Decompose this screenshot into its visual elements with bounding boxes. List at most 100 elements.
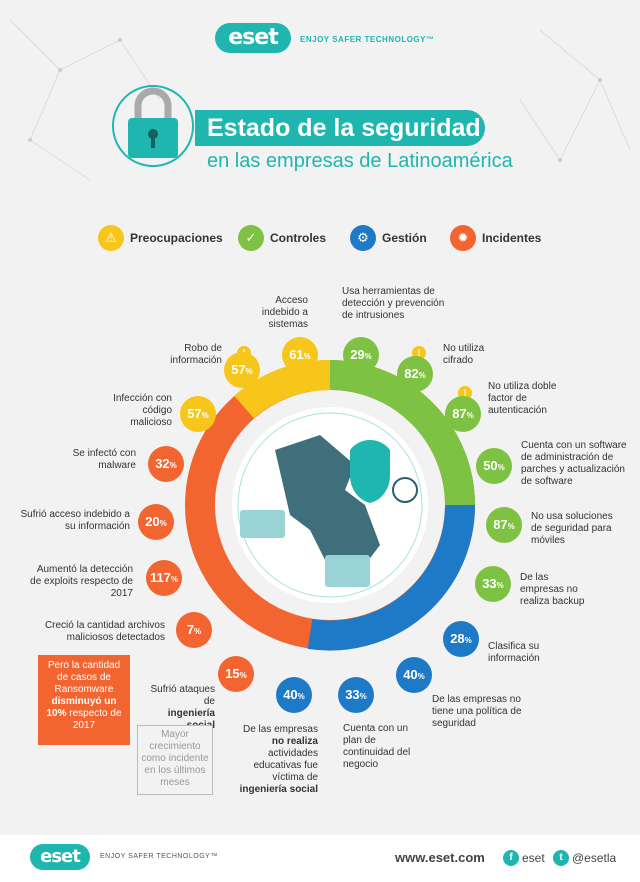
legend-gestion: ⚙ Gestión (350, 225, 427, 251)
growth-note: Mayor crecimiento como incidente en los … (137, 725, 213, 795)
facebook-link[interactable]: f eset (503, 850, 545, 866)
percent: % (464, 636, 472, 645)
facebook-icon: f (503, 850, 519, 866)
twitter-icon: t (553, 850, 569, 866)
legend-label: Controles (270, 231, 327, 245)
stat-moviles: 87% (486, 507, 522, 543)
stat-value: 50 (483, 458, 498, 473)
stat-doble: 87% (445, 396, 481, 432)
percent: % (297, 692, 305, 701)
label-exploits: Aumentó la detección de exploits respect… (30, 564, 133, 599)
percent: % (239, 671, 247, 680)
label-politica: De las empresas no tiene una política de… (432, 694, 522, 729)
stat-value: 33 (482, 576, 497, 591)
page-subtitle: en las empresas de Latinoamérica (207, 150, 513, 172)
label-infeccion: Infección con código malicioso (113, 393, 172, 428)
stat-acceso: 61% (282, 337, 318, 373)
legend-controles: ✓ Controles (238, 225, 326, 251)
label-robo: Robo de información (170, 343, 222, 366)
stat-clasifica: 28% (443, 621, 479, 657)
gear-icon: ⚙ (350, 225, 376, 251)
percent: % (364, 352, 372, 361)
ring-diagram (185, 359, 476, 651)
stat-educativas: 40% (276, 677, 312, 713)
percent: % (194, 627, 202, 636)
stat-parches: 50% (476, 448, 512, 484)
checkbox-icon: ✓ (238, 225, 264, 251)
legend-incidentes: ✹ Incidentes (450, 225, 541, 251)
percent: % (201, 411, 209, 420)
stat-value: 40 (283, 687, 298, 702)
percent: % (497, 463, 505, 472)
percent: % (159, 519, 167, 528)
legend-preocupaciones: ⚠ Preocupaciones (98, 225, 223, 251)
percent: % (170, 575, 179, 584)
stat-value: 28 (450, 631, 465, 646)
label-bold: ingeniería social (239, 784, 318, 795)
stat-infeccion: 57% (180, 396, 216, 432)
label-clasifica: Clasifica su información (488, 641, 540, 664)
label-cifrado: No utiliza cifrado (443, 343, 485, 366)
stat-politica: 40% (396, 657, 432, 693)
stat-value: 20 (145, 514, 160, 529)
stat-value: 87 (493, 517, 508, 532)
warning-icon: ⚠ (98, 225, 124, 251)
legend-label: Preocupaciones (130, 231, 223, 245)
page-title: Estado de la seguridad (195, 110, 485, 146)
legend-label: Incidentes (482, 231, 542, 245)
label-archivos: Creció la cantidad archivos maliciosos d… (44, 620, 165, 643)
stat-value: 57 (187, 406, 202, 421)
percent: % (417, 672, 425, 681)
stat-value: 40 (403, 667, 418, 682)
footer (0, 835, 640, 882)
virus-icon: ✹ (450, 225, 476, 251)
stat-ingenieria: 15% (218, 656, 254, 692)
percent: % (303, 352, 311, 361)
stat-value: 87 (452, 406, 467, 421)
label-text: De las empresas (242, 724, 318, 735)
stat-value: 82 (404, 366, 419, 381)
label-parches: Cuenta con un software de administración… (521, 440, 627, 487)
label-bold: no realiza (271, 736, 318, 747)
website-link[interactable]: www.eset.com (395, 850, 485, 865)
legend-label: Gestión (382, 231, 427, 245)
stat-cifrado: 82% (397, 356, 433, 392)
stat-value: 33 (345, 687, 360, 702)
stat-value: 117 (149, 570, 171, 585)
label-malware: Se infectó con malware (72, 448, 136, 471)
stat-value: 57 (231, 362, 246, 377)
twitter-link[interactable]: t @esetla (553, 850, 616, 866)
percent: % (169, 461, 177, 470)
label-acceso: Acceso indebido a sistemas (261, 295, 308, 330)
label-text: actividades educativas fue víctima de (253, 748, 319, 783)
label-moviles: No usa soluciones de seguridad para móvi… (531, 511, 613, 546)
stat-continuidad: 33% (338, 677, 374, 713)
percent: % (507, 522, 515, 531)
twitter-handle: @esetla (572, 851, 617, 865)
ransomware-note: Pero la cantidad de casos de Ransomware … (38, 655, 130, 745)
stat-value: 32 (155, 456, 170, 471)
note-text: Pero la cantidad de casos de Ransomware (47, 660, 121, 695)
stat-value: 61 (289, 347, 304, 362)
percent: % (359, 692, 367, 701)
stat-value: 7 (186, 622, 195, 637)
stat-acceso-info: 20% (138, 504, 174, 540)
label-acceso-info: Sufrió acceso indebido a su información (20, 509, 130, 532)
footer-eset-logo: eset (30, 844, 90, 870)
stat-herramientas: 29% (343, 337, 379, 373)
tagline: ENJOY SAFER TECHNOLOGY™ (300, 35, 435, 44)
percent: % (418, 371, 426, 380)
label-backup: De las empresas no realiza backup (520, 572, 585, 607)
label-herramientas: Usa herramientas de detección y prevenci… (342, 286, 445, 321)
stat-value: 29 (350, 347, 365, 362)
stat-value: 15 (225, 666, 240, 681)
stat-robo: 57% (224, 352, 260, 388)
stat-backup: 33% (475, 566, 511, 602)
percent: % (466, 411, 474, 420)
eset-logo: eset (215, 23, 291, 53)
network-decoration (9, 19, 631, 181)
footer-tagline: ENJOY SAFER TECHNOLOGY™ (100, 853, 218, 860)
note-text: respecto de 2017 (69, 708, 122, 731)
stat-malware: 32% (148, 446, 184, 482)
stat-exploits: 117% (146, 560, 182, 596)
